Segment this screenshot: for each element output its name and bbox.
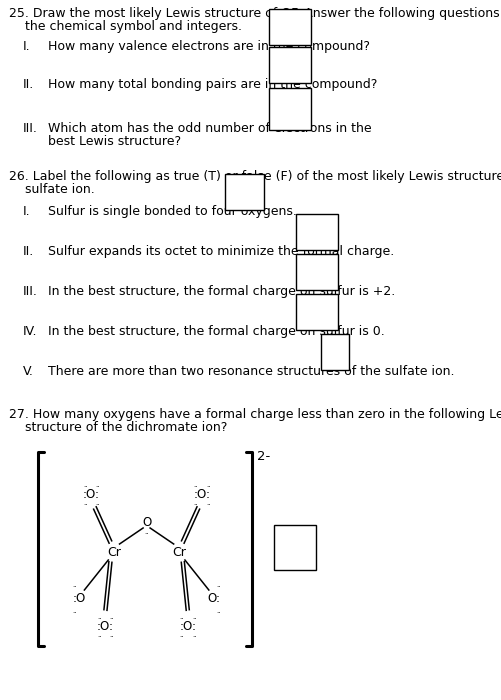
- Text: V.: V.: [23, 365, 33, 378]
- Text: :O:: :O:: [193, 487, 210, 500]
- Text: ..: ..: [95, 500, 100, 506]
- Text: Sulfur expands its octet to minimize the formal charge.: Sulfur expands its octet to minimize the…: [48, 245, 393, 258]
- Text: ..: ..: [216, 582, 220, 588]
- Text: 2-: 2-: [257, 450, 270, 463]
- Text: structure of the dichromate ion?: structure of the dichromate ion?: [9, 421, 227, 434]
- Text: IV.: IV.: [23, 325, 37, 338]
- Text: ..: ..: [205, 482, 210, 488]
- Text: ..: ..: [109, 614, 114, 620]
- Text: ..: ..: [191, 614, 196, 620]
- Bar: [269, 47, 311, 83]
- Text: O:: O:: [207, 592, 220, 605]
- Text: ..: ..: [193, 482, 197, 488]
- Text: ..: ..: [97, 614, 101, 620]
- Text: In the best structure, the formal charge on sulfur is 0.: In the best structure, the formal charge…: [48, 325, 384, 338]
- Bar: [296, 214, 338, 250]
- Text: ..: ..: [191, 632, 196, 638]
- Bar: [296, 294, 338, 330]
- Bar: [296, 254, 338, 290]
- Text: ..: ..: [193, 500, 197, 506]
- Bar: [320, 334, 348, 370]
- Text: In the best structure, the formal charge on sulfur is +2.: In the best structure, the formal charge…: [48, 285, 394, 298]
- Bar: [274, 525, 316, 570]
- Text: II.: II.: [23, 245, 34, 258]
- Text: :O: :O: [73, 592, 86, 605]
- Text: 27. How many oxygens have a formal charge less than zero in the following Lewis: 27. How many oxygens have a formal charg…: [9, 408, 501, 421]
- Text: Sulfur is single bonded to four oxygens.: Sulfur is single bonded to four oxygens.: [48, 205, 296, 218]
- Text: ..: ..: [97, 632, 101, 638]
- Text: Cr: Cr: [172, 545, 186, 559]
- Text: ..: ..: [109, 632, 114, 638]
- Text: I.: I.: [23, 205, 30, 218]
- Text: ..: ..: [95, 482, 100, 488]
- Text: How many total bonding pairs are in the compound?: How many total bonding pairs are in the …: [48, 78, 376, 91]
- Text: :O:: :O:: [179, 620, 196, 633]
- Text: Cr: Cr: [107, 545, 121, 559]
- Text: best Lewis structure?: best Lewis structure?: [48, 135, 180, 148]
- Text: the chemical symbol and integers.: the chemical symbol and integers.: [9, 20, 241, 33]
- Text: 25. Draw the most likely Lewis structure of OF. Answer the following questions w: 25. Draw the most likely Lewis structure…: [9, 7, 501, 20]
- Bar: [269, 88, 311, 130]
- Text: ..: ..: [216, 608, 220, 614]
- Text: ..: ..: [144, 513, 149, 519]
- Bar: [224, 174, 263, 210]
- Text: I.: I.: [23, 40, 30, 53]
- Text: How many valence electrons are in the compound?: How many valence electrons are in the co…: [48, 40, 369, 53]
- Text: :O:: :O:: [83, 487, 100, 500]
- Text: ..: ..: [83, 500, 87, 506]
- Text: II.: II.: [23, 78, 34, 91]
- Text: ..: ..: [179, 632, 183, 638]
- Text: ..: ..: [179, 614, 183, 620]
- Text: ..: ..: [83, 482, 87, 488]
- Text: There are more than two resonance structures of the sulfate ion.: There are more than two resonance struct…: [48, 365, 453, 378]
- Text: ..: ..: [72, 582, 77, 588]
- Bar: [269, 9, 311, 45]
- Text: ..: ..: [144, 529, 149, 535]
- Text: ..: ..: [72, 608, 77, 614]
- Text: 26. Label the following as true (T) or false (F) of the most likely Lewis struct: 26. Label the following as true (T) or f…: [9, 170, 501, 183]
- Text: :O:: :O:: [97, 620, 114, 633]
- Text: Which atom has the odd number of electrons in the: Which atom has the odd number of electro…: [48, 122, 371, 135]
- Text: sulfate ion.: sulfate ion.: [9, 183, 95, 196]
- Text: ..: ..: [205, 500, 210, 506]
- Text: III.: III.: [23, 285, 37, 298]
- Text: O: O: [142, 515, 151, 528]
- Text: III.: III.: [23, 122, 37, 135]
